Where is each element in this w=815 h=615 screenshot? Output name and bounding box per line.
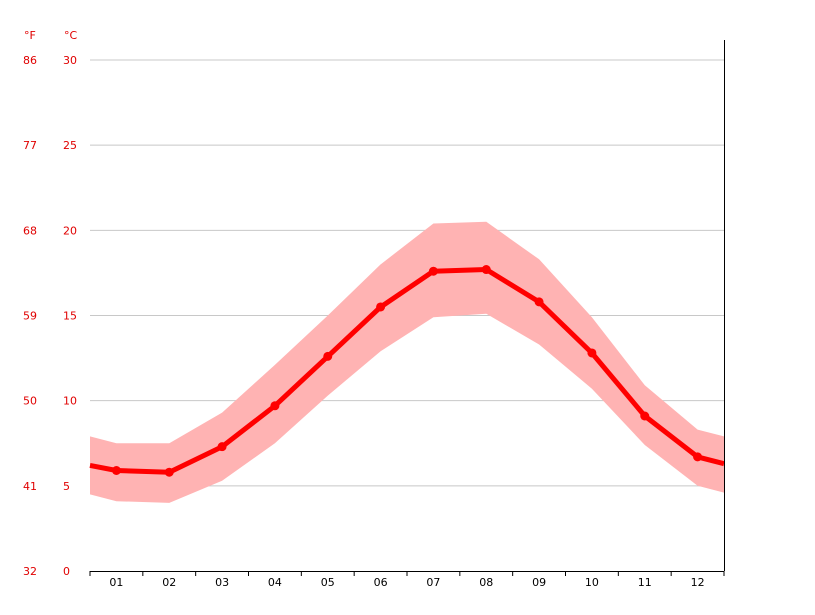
data-point: [323, 351, 333, 361]
temperature-range-band: [90, 221, 724, 503]
x-tick-label: 12: [691, 576, 705, 589]
y-tick-label-celsius: 25: [63, 139, 77, 152]
x-tick-label: 03: [215, 576, 229, 589]
data-point: [217, 442, 227, 452]
y-tick-label-celsius: 20: [63, 224, 77, 237]
x-tick-label: 04: [268, 576, 282, 589]
celsius-unit-label: °C: [64, 29, 78, 42]
axes: [89, 40, 725, 576]
data-point: [111, 466, 121, 476]
x-tick-label: 08: [479, 576, 493, 589]
data-point: [376, 302, 386, 312]
x-tick-label: 07: [426, 576, 440, 589]
y-tick-label-fahrenheit: 77: [23, 139, 37, 152]
x-tick-label: 11: [638, 576, 652, 589]
y-tick-label-celsius: 15: [63, 310, 77, 323]
mean-temperature-line: [89, 267, 725, 475]
temperature-range-area: [90, 221, 724, 503]
data-point: [640, 411, 650, 421]
y-tick-label-fahrenheit: 32: [23, 565, 37, 578]
y-tick-label-celsius: 30: [63, 54, 77, 67]
data-point: [270, 401, 280, 411]
y-tick-label-fahrenheit: 86: [23, 54, 37, 67]
x-tick-label: 02: [162, 576, 176, 589]
x-tick-label: 10: [585, 576, 599, 589]
y-tick-label-fahrenheit: 59: [23, 310, 37, 323]
data-point: [693, 452, 703, 462]
temperature-line-layer: [89, 265, 725, 477]
data-point: [587, 348, 597, 358]
x-tick-label: 05: [321, 576, 335, 589]
x-tick-label: 09: [532, 576, 546, 589]
y-tick-label-celsius: 0: [63, 565, 70, 578]
data-point: [534, 297, 544, 307]
y-tick-label-celsius: 5: [63, 480, 70, 493]
y-tick-label-fahrenheit: 50: [23, 395, 37, 408]
tick-labels: °F °C 0 32 5 41 10 50 15 59 20 68 25 77 30 86 01 02 03 04…: [23, 29, 705, 589]
x-tick-label: 01: [109, 576, 123, 589]
data-point: [164, 467, 174, 477]
y-tick-label-celsius: 10: [63, 395, 77, 408]
y-tick-label-fahrenheit: 68: [23, 224, 37, 237]
data-point: [428, 266, 438, 276]
x-tick-label: 06: [374, 576, 388, 589]
data-point: [481, 265, 491, 275]
fahrenheit-unit-label: °F: [24, 29, 36, 42]
y-tick-label-fahrenheit: 41: [23, 480, 37, 493]
